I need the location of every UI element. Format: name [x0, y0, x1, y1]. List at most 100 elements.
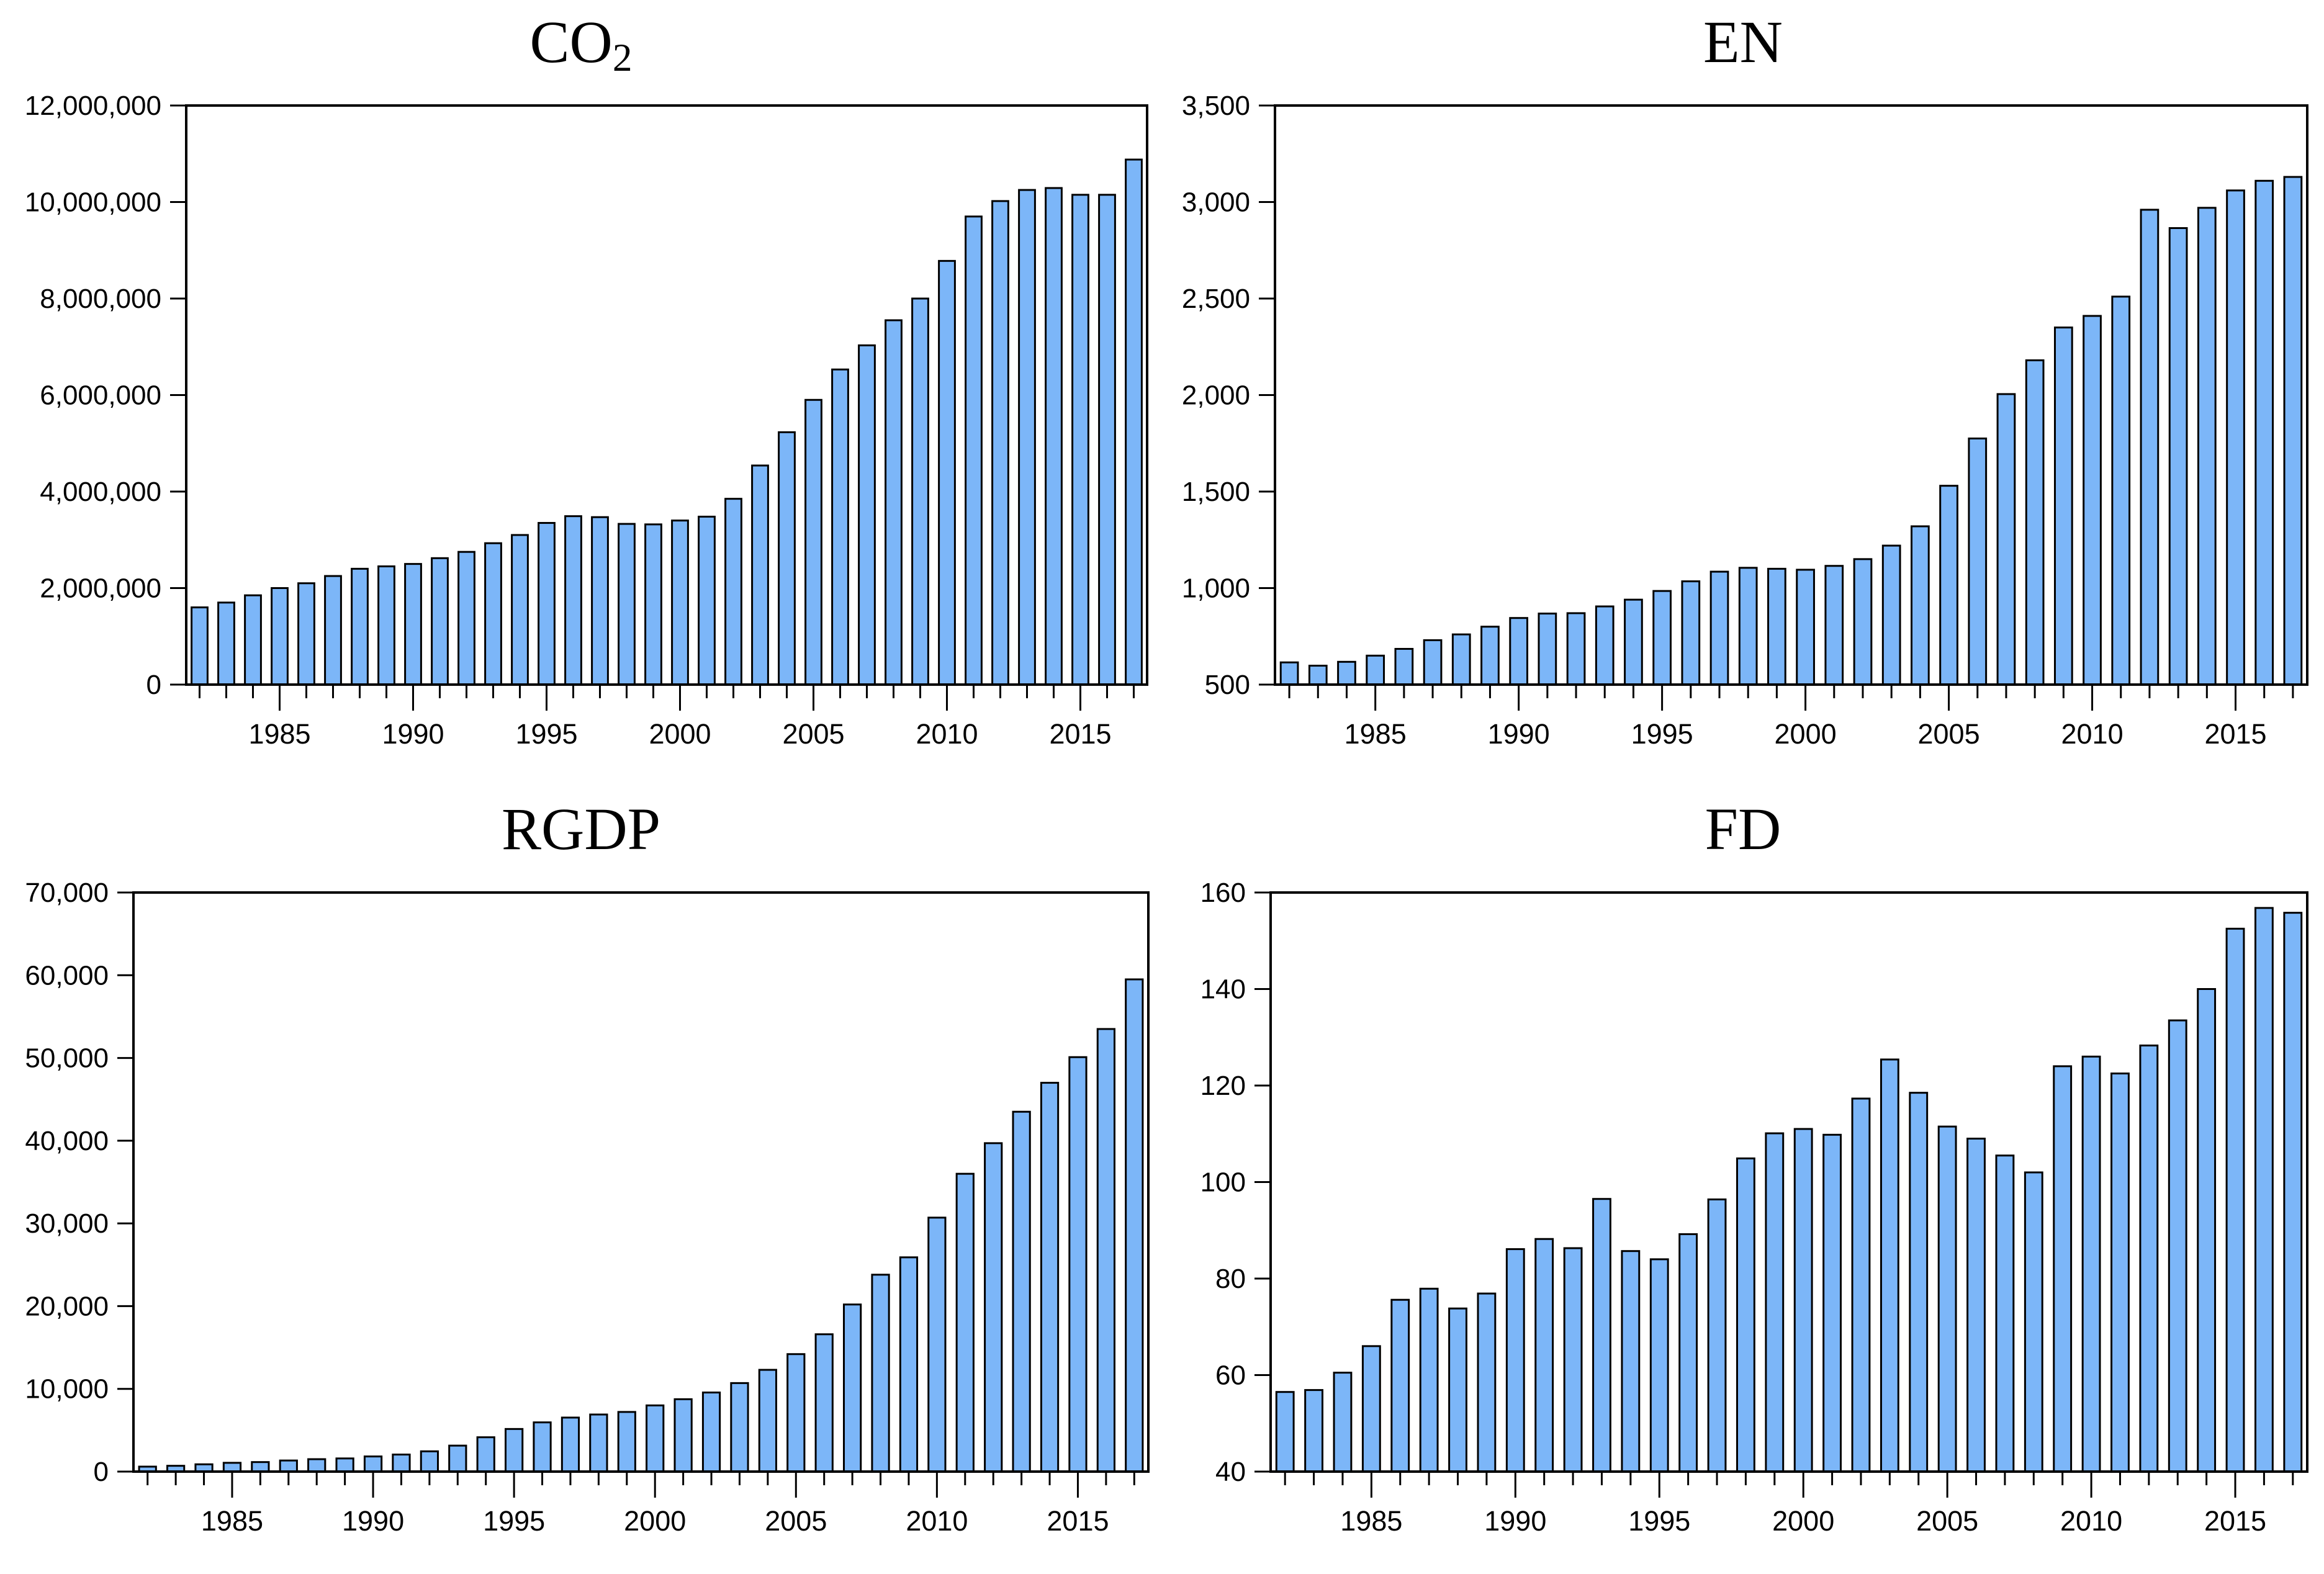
bar-1985 [1366, 654, 1385, 686]
bar-1984 [1333, 1372, 1353, 1473]
bar-1994 [1624, 598, 1643, 686]
x-axis-tick-label: 2000 [1772, 1505, 1834, 1537]
bar-1990 [1509, 617, 1529, 686]
bar-1994 [1621, 1250, 1641, 1473]
bar-1998 [1736, 1157, 1755, 1473]
co2-bar-chart: 0 2,000,000 4,000,000 6,000,000 8,000,000 10,… [25, 91, 1148, 750]
bar-1986 [1390, 1298, 1410, 1473]
bar-1996 [1678, 1233, 1698, 1473]
y-axis-tick-label: 160 [1200, 878, 1246, 908]
y-axis-tick-label: 0 [94, 1457, 109, 1487]
bar-1998 [1738, 567, 1758, 686]
chart-cell-rgdp: RGDP 0 10,000 20,000 30,000 40,000 50,000 60,0… [0, 787, 1162, 1574]
bar-1989 [1477, 1292, 1497, 1473]
bar-1991 [1534, 1238, 1554, 1473]
bar-2001 [673, 1398, 693, 1473]
bar-2000 [646, 1404, 665, 1473]
bar-2017 [1125, 978, 1144, 1473]
bar-2014 [1045, 187, 1063, 686]
bar-1995 [538, 522, 556, 686]
y-axis-tick-label: 70,000 [25, 878, 109, 908]
bar-2001 [1822, 1133, 1842, 1473]
bar-1986 [251, 1461, 270, 1473]
bar-2008 [871, 1274, 890, 1473]
x-axis-tick-label: 2000 [624, 1505, 686, 1537]
bar-1994 [476, 1436, 495, 1473]
bar-2001 [1824, 565, 1844, 686]
bar-1985 [1361, 1345, 1381, 1473]
bar-2000 [1793, 1128, 1813, 1473]
bar-2005 [786, 1353, 806, 1473]
y-axis-tick-label: 30,000 [25, 1208, 109, 1239]
bar-2014 [2197, 988, 2217, 1473]
x-axis-tick-label: 1990 [342, 1505, 404, 1537]
bar-1996 [1681, 580, 1701, 686]
bar-1995 [1649, 1258, 1669, 1473]
bar-1993 [448, 1444, 467, 1473]
y-axis-tick-label: 12,000,000 [25, 91, 161, 121]
bar-2011 [2110, 1073, 2130, 1473]
bar-1994 [511, 534, 529, 686]
bar-1999 [617, 1411, 636, 1473]
bar-2015 [2225, 927, 2245, 1473]
bar-2007 [843, 1303, 862, 1473]
bar-2010 [927, 1216, 947, 1473]
chart-cell-fd: FD 40 60 80 100 120 140 160 1985 1990 1995 2000 200… [1162, 787, 2324, 1574]
bar-1998 [589, 1413, 608, 1473]
x-axis-tick-label: 1985 [1340, 1505, 1402, 1537]
bar-1982 [191, 606, 209, 686]
bar-2015 [1071, 194, 1089, 686]
bar-2012 [991, 200, 1009, 686]
bar-2013 [2168, 1019, 2187, 1473]
bar-1989 [335, 1457, 354, 1473]
bar-2013 [1012, 1110, 1031, 1473]
x-axis-tick-label: 2015 [1049, 718, 1111, 750]
bar-1998 [618, 523, 636, 686]
bar-2013 [1018, 189, 1036, 686]
chart-title-co2-subscript: 2 [612, 35, 633, 79]
bar-1989 [377, 565, 395, 686]
y-axis-tick-label: 8,000,000 [40, 284, 161, 314]
bar-1997 [1707, 1198, 1727, 1473]
chart-title-en: EN [1162, 7, 2324, 81]
x-axis-tick-label: 1985 [248, 718, 310, 750]
x-axis-tick-label: 2010 [2061, 718, 2123, 750]
x-axis-tick-label: 1990 [1484, 1505, 1546, 1537]
fd-bar-chart: 40 60 80 100 120 140 160 1985 1990 1995 2000 2005 20… [1200, 878, 2308, 1537]
bar-1988 [1451, 633, 1471, 686]
bar-1988 [1448, 1307, 1467, 1473]
bar-1991 [392, 1454, 411, 1473]
y-axis-tick-label: 1,000 [1182, 573, 1250, 604]
bar-2004 [758, 1369, 777, 1473]
y-axis-tick-label: 80 [1215, 1264, 1246, 1294]
en-bar-chart: 500 1,000 1,500 2,000 2,500 3,000 3,500 1985 199… [1182, 91, 2308, 750]
x-axis-tick-label: 2005 [1918, 718, 1980, 750]
bar-2009 [2053, 326, 2073, 686]
y-axis-tick-label: 120 [1200, 1071, 1246, 1101]
bar-1991 [1538, 613, 1557, 686]
x-axis-tick-label: 2000 [649, 718, 711, 750]
bar-1988 [307, 1458, 327, 1473]
bar-2014 [1040, 1082, 1060, 1473]
bar-1992 [1563, 1247, 1583, 1473]
bar-1983 [1308, 665, 1328, 686]
y-axis-tick-label: 60,000 [25, 960, 109, 991]
y-axis-tick-label: 60 [1215, 1360, 1246, 1391]
bar-2015 [2226, 189, 2245, 686]
bar-1988 [351, 567, 369, 686]
bar-2016 [2254, 179, 2274, 686]
x-axis-tick-label: 2015 [1047, 1505, 1109, 1537]
bar-2012 [2140, 209, 2160, 686]
x-axis-tick-label: 2005 [1916, 1505, 1978, 1537]
plot-frame [185, 104, 1148, 686]
bar-1990 [1505, 1248, 1525, 1473]
plot-frame [132, 891, 1150, 1473]
x-axis-tick-label: 1995 [1628, 1505, 1690, 1537]
x-axis-tick-label: 2015 [2204, 718, 2266, 750]
x-axis-tick-label: 1990 [1488, 718, 1550, 750]
chart-title-fd-text: FD [1705, 796, 1781, 862]
bar-2000 [671, 519, 689, 686]
chart-title-en-text: EN [1703, 9, 1783, 75]
x-axis-tick-label: 1995 [515, 718, 577, 750]
